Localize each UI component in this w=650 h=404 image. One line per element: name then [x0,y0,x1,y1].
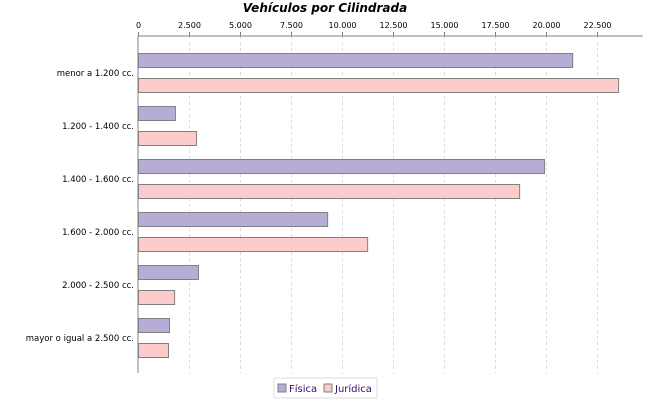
legend-swatch-fisica [277,383,287,393]
category-label: mayor o igual a 2.500 cc. [26,334,134,344]
bar-fisica [138,318,171,333]
legend-swatch-juridica [323,383,333,393]
x-tick-label: 2.500 [178,21,201,30]
bar-fisica [138,53,574,68]
legend-label-fisica: Física [289,383,317,395]
bar-fisica [138,106,176,121]
chart-title: Vehículos por Cilindrada [243,1,407,15]
x-tick-label: 0 [136,21,141,30]
bar-fisica [138,159,546,174]
category-label: menor a 1.200 cc. [57,69,134,79]
x-axis: 0 2.500 5.000 7.500 10.000 12.500 15.000 17.500… [136,21,643,37]
category-label: 1.400 - 1.600 cc. [62,175,134,185]
x-tick-label: 22.500 [584,21,612,30]
bar-juridica [138,184,521,199]
x-tick-label: 15.000 [431,21,459,30]
category-label: 1.600 - 2.000 cc. [62,228,134,238]
bar-juridica [138,343,169,358]
bar-juridica [138,131,197,146]
bar-juridica [138,78,620,93]
bar-fisica [138,212,329,227]
category-label: 1.200 - 1.400 cc. [62,122,134,132]
x-tick-label: 5.000 [229,21,252,30]
x-tick-label: 7.500 [280,21,303,30]
x-tick-label: 20.000 [533,21,561,30]
x-tick-label: 10.000 [329,21,357,30]
bar-juridica [138,290,176,305]
legend: Física Jurídica [273,377,378,399]
bars [138,53,620,358]
y-axis: menor a 1.200 cc. 1.200 - 1.400 cc. 1.400 … [26,36,139,373]
bar-juridica [138,237,369,252]
bar-fisica [138,265,199,280]
legend-label-juridica: Jurídica [334,383,372,395]
x-tick-label: 12.500 [380,21,408,30]
x-tick-label: 17.500 [482,21,510,30]
category-label: 2.000 - 2.500 cc. [62,281,134,291]
